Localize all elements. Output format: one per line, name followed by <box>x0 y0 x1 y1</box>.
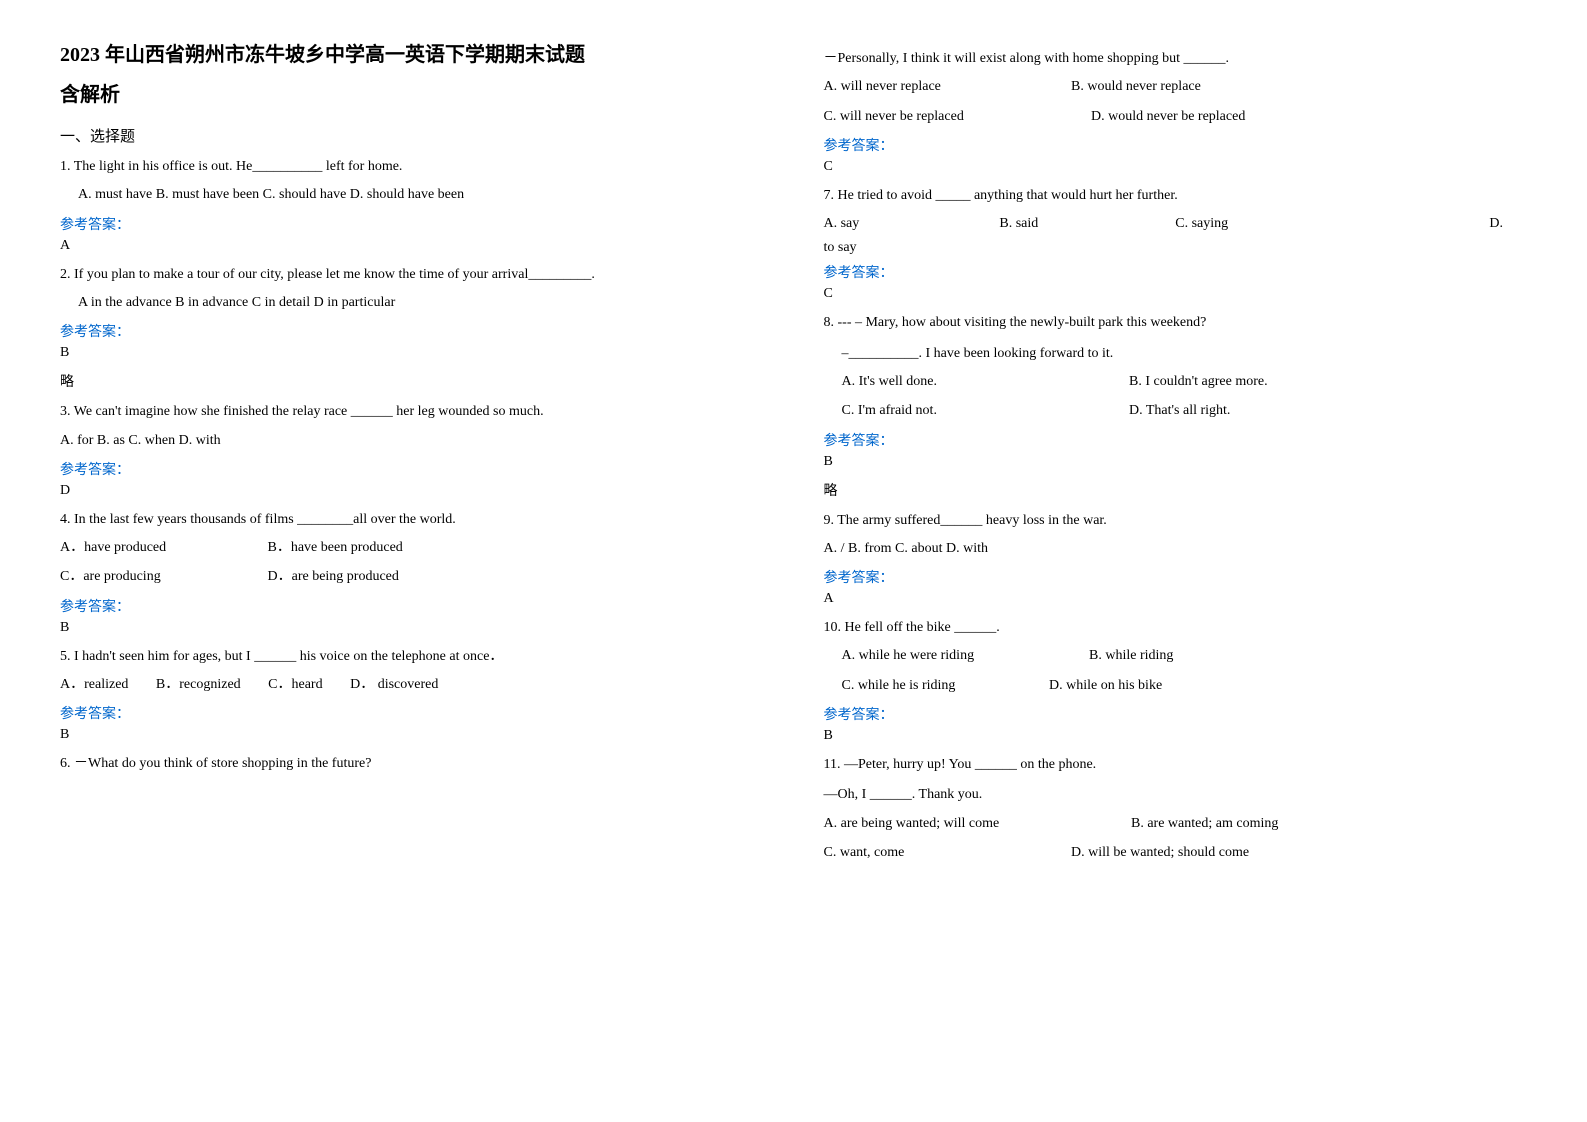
q6-opt-a: A. will never replace <box>824 74 1044 99</box>
q7-opt-d: D. <box>1351 211 1503 236</box>
q11-opt-c: C. want, come <box>824 840 1044 865</box>
q6-opt-c: C. will never be replaced <box>824 104 1064 129</box>
question-6-text: 6. －What do you think of store shopping … <box>60 753 764 775</box>
question-2-text: 2. If you plan to make a tour of our cit… <box>60 264 764 286</box>
question-7-text: 7. He tried to avoid _____ anything that… <box>824 185 1528 207</box>
answer-label: 参考答案： <box>824 135 1528 155</box>
q4-opt-a: A．have produced <box>60 535 240 560</box>
question-1-options: A. must have B. must have been C. should… <box>78 182 764 207</box>
question-10-options-row2: C. while he is riding D. while on his bi… <box>842 673 1528 698</box>
left-column: 2023 年山西省朔州市冻牛坡乡中学高一英语下学期期末试题 含解析 一、选择题 … <box>60 40 764 869</box>
question-6-text2: －Personally, I think it will exist along… <box>824 48 1528 70</box>
q7-extra: to say <box>824 240 1528 256</box>
question-8-options-row1: A. It's well done. B. I couldn't agree m… <box>842 369 1528 394</box>
question-10-text: 10. He fell off the bike ______. <box>824 617 1528 639</box>
answer-label: 参考答案： <box>824 567 1528 587</box>
question-11-options-row1: A. are being wanted; will come B. are wa… <box>824 811 1528 836</box>
q5-opt-a: A．realized <box>60 672 128 697</box>
document-subtitle: 含解析 <box>60 78 764 107</box>
question-2-answer: B <box>60 345 764 361</box>
q6-opt-d: D. would never be replaced <box>1091 104 1271 129</box>
q4-opt-c: C．are producing <box>60 564 240 589</box>
q11-opt-d: D. will be wanted; should come <box>1071 840 1249 865</box>
page-container: 2023 年山西省朔州市冻牛坡乡中学高一英语下学期期末试题 含解析 一、选择题 … <box>60 40 1527 869</box>
document-title: 2023 年山西省朔州市冻牛坡乡中学高一英语下学期期末试题 <box>60 40 764 70</box>
question-8-text: 8. --- – Mary, how about visiting the ne… <box>824 312 1528 334</box>
question-10-answer: B <box>824 728 1528 744</box>
answer-label: 参考答案： <box>824 704 1528 724</box>
question-4-answer: B <box>60 620 764 636</box>
question-3-text: 3. We can't imagine how she finished the… <box>60 401 764 423</box>
q5-opt-c: C．heard <box>268 672 322 697</box>
answer-label: 参考答案： <box>60 596 764 616</box>
question-11-options-row2: C. want, come D. will be wanted; should … <box>824 840 1528 865</box>
question-1-text: 1. The light in his office is out. He___… <box>60 156 764 178</box>
question-9-text: 9. The army suffered______ heavy loss in… <box>824 510 1528 532</box>
right-column: －Personally, I think it will exist along… <box>824 40 1528 869</box>
q10-opt-a: A. while he were riding <box>842 643 1062 668</box>
question-7-options: A. say B. said C. saying D. <box>824 211 1528 236</box>
note-omit: 略 <box>60 371 764 391</box>
question-11-text2: —Oh, I ______. Thank you. <box>824 784 1528 806</box>
q8-opt-a: A. It's well done. <box>842 369 1102 394</box>
q7-opt-a: A. say <box>824 211 976 236</box>
question-1-answer: A <box>60 238 764 254</box>
question-5-text: 5. I hadn't seen him for ages, but I ___… <box>60 646 764 668</box>
question-6-options-row2: C. will never be replaced D. would never… <box>824 104 1528 129</box>
q11-opt-a: A. are being wanted; will come <box>824 811 1104 836</box>
question-8-answer: B <box>824 454 1528 470</box>
q8-opt-c: C. I'm afraid not. <box>842 398 1102 423</box>
question-3-answer: D <box>60 483 764 499</box>
question-4-options-row1: A．have produced B．have been produced <box>60 535 764 560</box>
question-8-options-row2: C. I'm afraid not. D. That's all right. <box>842 398 1528 423</box>
q10-opt-d: D. while on his bike <box>1049 673 1162 698</box>
q4-opt-b: B．have been produced <box>268 535 448 560</box>
q10-opt-c: C. while he is riding <box>842 673 1022 698</box>
q7-opt-b: B. said <box>999 211 1151 236</box>
question-7-answer: C <box>824 286 1528 302</box>
question-9-answer: A <box>824 591 1528 607</box>
question-2-options: A in the advance B in advance C in detai… <box>78 290 764 315</box>
q8-opt-b: B. I couldn't agree more. <box>1129 369 1268 394</box>
question-6-options-row1: A. will never replace B. would never rep… <box>824 74 1528 99</box>
answer-label: 参考答案： <box>60 703 764 723</box>
answer-label: 参考答案： <box>824 262 1528 282</box>
q8-opt-d: D. That's all right. <box>1129 398 1230 423</box>
question-6-answer: C <box>824 159 1528 175</box>
q7-opt-c: C. saying <box>1175 211 1327 236</box>
question-5-answer: B <box>60 727 764 743</box>
answer-label: 参考答案： <box>60 459 764 479</box>
question-8-text2: –__________. I have been looking forward… <box>842 343 1528 365</box>
q10-opt-b: B. while riding <box>1089 643 1173 668</box>
q5-opt-b: B．recognized <box>156 672 241 697</box>
question-10-options-row1: A. while he were riding B. while riding <box>842 643 1528 668</box>
question-4-text: 4. In the last few years thousands of fi… <box>60 509 764 531</box>
section-heading-1: 一、选择题 <box>60 125 764 146</box>
note-omit: 略 <box>824 480 1528 500</box>
q11-opt-b: B. are wanted; am coming <box>1131 811 1278 836</box>
q5-opt-d: D． discovered <box>350 672 438 697</box>
answer-label: 参考答案： <box>824 430 1528 450</box>
question-9-options: A. / B. from C. about D. with <box>824 536 1528 561</box>
question-4-options-row2: C．are producing D．are being produced <box>60 564 764 589</box>
question-3-options: A. for B. as C. when D. with <box>60 428 764 453</box>
answer-label: 参考答案： <box>60 321 764 341</box>
q6-opt-b: B. would never replace <box>1071 74 1251 99</box>
question-5-options: A．realized B．recognized C．heard D． disco… <box>60 672 764 697</box>
q4-opt-d: D．are being produced <box>268 564 448 589</box>
question-11-text: 11. —Peter, hurry up! You ______ on the … <box>824 754 1528 776</box>
answer-label: 参考答案： <box>60 214 764 234</box>
